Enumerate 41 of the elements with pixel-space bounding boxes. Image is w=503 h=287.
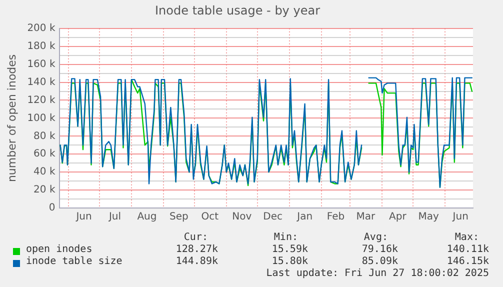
x-tick-label: Dec [263, 212, 283, 223]
y-tick-label: 0 [48, 202, 56, 214]
text: Min: [274, 232, 298, 243]
x-tick-label: Mar [356, 212, 376, 223]
text: Cur: [184, 232, 208, 243]
text: Last update: Fri Jun 27 18:00:02 2025 [266, 268, 489, 279]
y-tick-label: 180 k [27, 40, 56, 52]
text: 146.15k [446, 256, 489, 267]
x-tick-label: Sep [170, 212, 188, 223]
y-tick-label: 40 k [34, 166, 56, 178]
y-tick-label: 20 k [34, 184, 56, 196]
text: 140.11k [446, 244, 489, 255]
text: 79.16k [362, 244, 398, 255]
y-tick-label: 200 k [27, 22, 56, 34]
y-tick-label: 100 k [27, 112, 56, 124]
text: Max: [454, 232, 479, 243]
y-tick-label: 120 k [27, 94, 56, 106]
text: 85.09k [362, 256, 398, 267]
y-axis-title: number of open inodes [5, 54, 18, 182]
text: 15.80k [272, 256, 308, 267]
x-tick-label: Jun [75, 212, 92, 223]
y-tick-label: 60 k [34, 148, 56, 160]
legend-label: open inodes [26, 244, 92, 255]
x-tick-label: Jul [108, 212, 122, 223]
legend-label: inode table size [26, 256, 122, 267]
x-tick-label: Jan [296, 212, 313, 223]
chart-title: Inode table usage - by year [155, 3, 320, 18]
x-tick-label: Feb [326, 212, 345, 223]
y-tick-label: 80 k [34, 130, 56, 142]
text: Avg: [364, 232, 388, 243]
x-tick-label: May [418, 212, 440, 223]
text: 15.59k [272, 244, 308, 255]
y-tick-label: 140 k [27, 76, 56, 88]
text: 144.89k [176, 256, 218, 267]
x-tick-label: Oct [201, 212, 219, 223]
x-tick-label: Nov [232, 212, 252, 223]
text: 128.27k [176, 244, 218, 255]
x-tick-label: Aug [137, 212, 157, 223]
y-tick-label: 160 k [27, 58, 56, 70]
x-tick-label: Apr [389, 212, 408, 223]
x-tick-label: Jun [452, 212, 468, 223]
